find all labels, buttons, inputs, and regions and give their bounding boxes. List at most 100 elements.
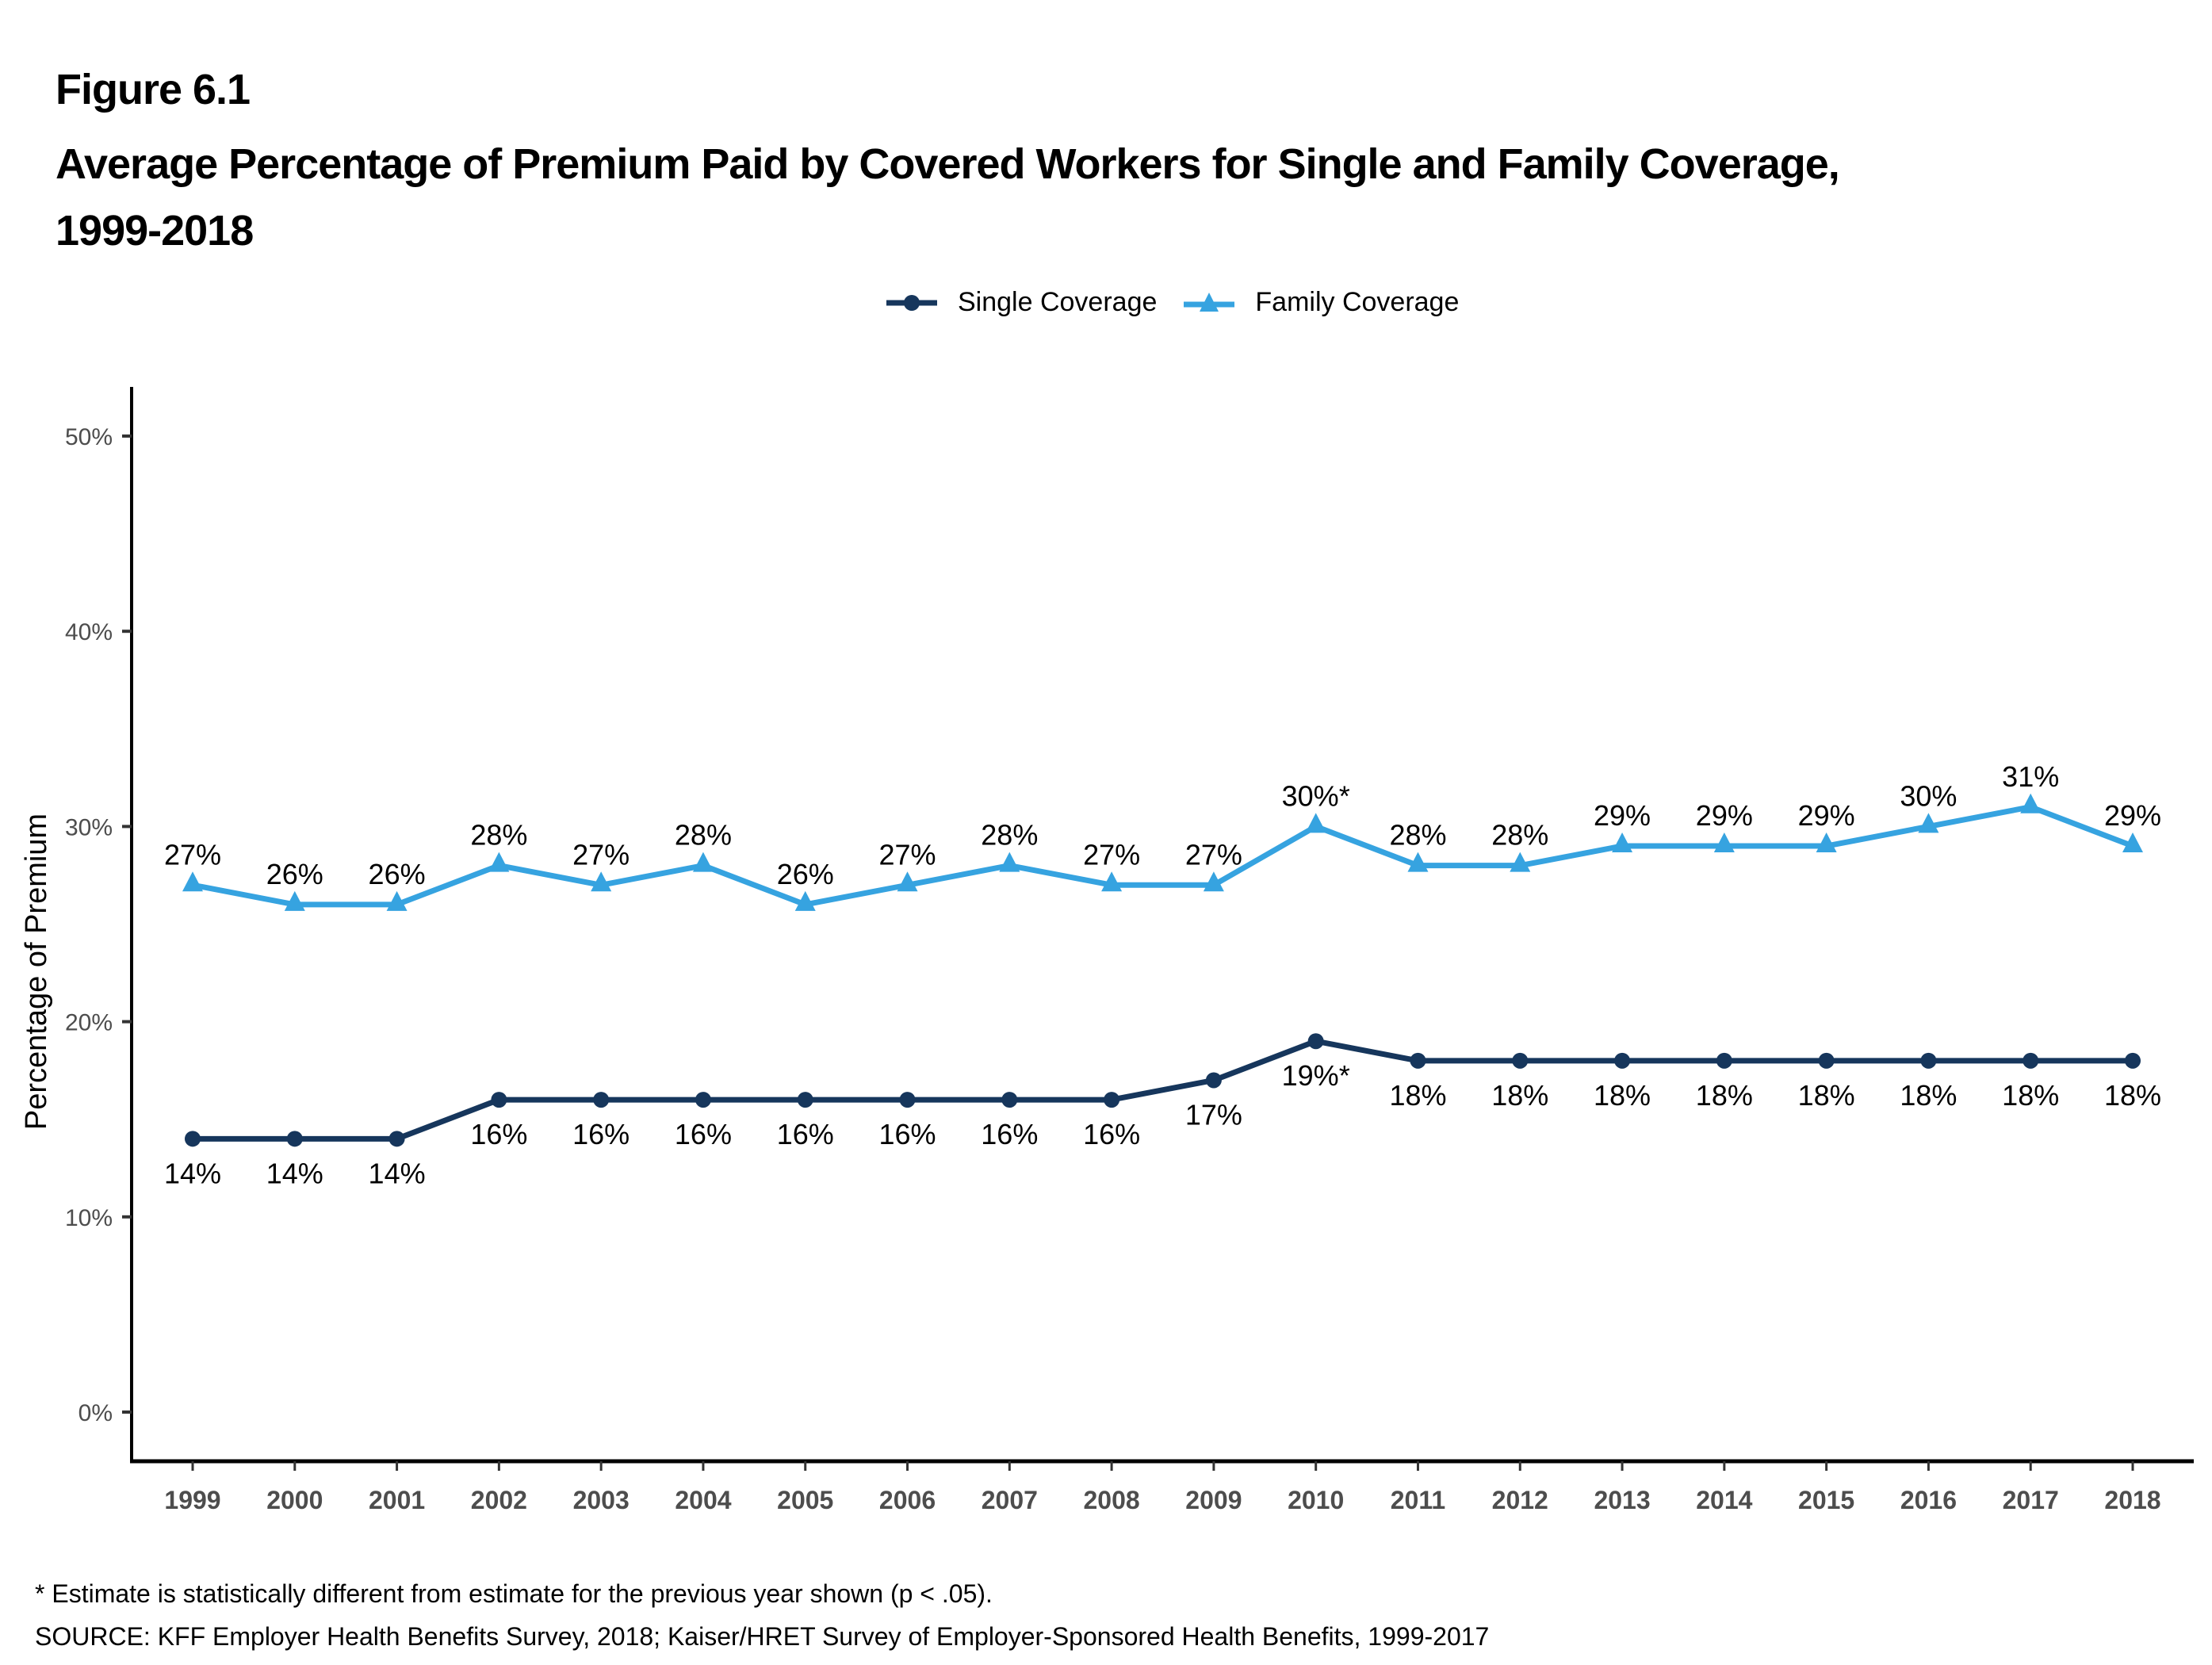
family-data-label: 30% xyxy=(1900,779,1957,812)
single-coverage-point xyxy=(1614,1052,1631,1069)
family-coverage-point xyxy=(1510,852,1531,872)
legend-key-circle-icon xyxy=(886,294,937,311)
single-data-label: 16% xyxy=(777,1118,834,1150)
x-tick-label: 2017 xyxy=(2003,1486,2059,1514)
x-tick-label: 2009 xyxy=(1185,1486,1242,1514)
family-data-label: 27% xyxy=(572,838,630,871)
single-data-label: 17% xyxy=(1185,1098,1242,1131)
single-coverage-point xyxy=(2023,1052,2039,1069)
single-coverage-point xyxy=(1818,1052,1835,1069)
single-coverage-point xyxy=(491,1092,507,1108)
legend-key-triangle-icon xyxy=(1184,292,1235,312)
single-coverage-point xyxy=(899,1092,916,1108)
single-data-label: 14% xyxy=(266,1157,323,1189)
single-data-label: 18% xyxy=(1900,1079,1957,1112)
x-tick-label: 2006 xyxy=(879,1486,936,1514)
x-tick-label: 2004 xyxy=(675,1486,731,1514)
family-data-label: 28% xyxy=(1491,819,1548,852)
y-axis-title: Percentage of Premium xyxy=(20,813,53,1130)
family-data-label: 27% xyxy=(1083,838,1140,871)
family-coverage-point xyxy=(182,871,203,892)
family-coverage-point xyxy=(2122,832,2143,853)
family-coverage-point xyxy=(692,852,714,872)
x-tick-label: 2008 xyxy=(1084,1486,1140,1514)
single-coverage-point xyxy=(2125,1052,2141,1069)
y-tick-label: 20% xyxy=(65,1010,113,1036)
family-coverage-point xyxy=(1407,852,1429,872)
y-tick-label: 0% xyxy=(78,1400,113,1426)
x-tick-label: 1999 xyxy=(164,1486,220,1514)
source-note: SOURCE: KFF Employer Health Benefits Sur… xyxy=(35,1622,1490,1651)
single-coverage-point xyxy=(593,1092,610,1108)
family-coverage-point xyxy=(1203,871,1224,892)
single-data-label: 18% xyxy=(1491,1079,1548,1112)
single-data-label: 18% xyxy=(1798,1079,1855,1112)
single-coverage-point xyxy=(1205,1072,1222,1089)
single-data-label: 16% xyxy=(981,1118,1038,1150)
family-coverage-point xyxy=(999,852,1020,872)
x-tick-label: 2013 xyxy=(1594,1486,1650,1514)
family-data-label: 27% xyxy=(878,838,936,871)
family-data-label: 27% xyxy=(164,838,221,871)
family-data-label: 30%* xyxy=(1282,779,1350,812)
single-coverage-point xyxy=(185,1131,201,1147)
single-coverage-point xyxy=(1307,1033,1324,1050)
family-data-label: 29% xyxy=(1696,799,1753,832)
x-tick-label: 2005 xyxy=(777,1486,833,1514)
family-coverage-point xyxy=(1101,871,1123,892)
single-coverage-point xyxy=(1001,1092,1018,1108)
series-layer xyxy=(182,793,2143,1147)
single-data-label: 18% xyxy=(1389,1079,1446,1112)
family-coverage-point xyxy=(284,890,305,911)
chart-title-line-2: 1999-2018 xyxy=(55,207,254,255)
y-tick-label: 50% xyxy=(65,424,113,450)
figure-label: Figure 6.1 xyxy=(55,66,251,113)
x-tick-label: 2010 xyxy=(1288,1486,1344,1514)
x-tick-label: 2015 xyxy=(1798,1486,1854,1514)
family-coverage-point xyxy=(386,890,408,911)
legend-item-single[interactable]: Single Coverage xyxy=(886,287,1157,318)
family-data-label: 29% xyxy=(1594,799,1651,832)
single-coverage-point xyxy=(1716,1052,1732,1069)
family-data-label: 29% xyxy=(2104,799,2161,832)
single-data-label: 16% xyxy=(675,1118,732,1150)
chart-title: Average Percentage of Premium Paid by Co… xyxy=(55,131,2038,264)
footnote: * Estimate is statistically different fr… xyxy=(35,1579,993,1608)
x-tick-label: 2003 xyxy=(573,1486,630,1514)
family-coverage-point xyxy=(1713,832,1735,853)
legend: Single Coverage Family Coverage xyxy=(886,287,1486,318)
legend-label-family: Family Coverage xyxy=(1255,287,1460,317)
legend-item-family[interactable]: Family Coverage xyxy=(1184,287,1459,318)
single-data-label: 16% xyxy=(572,1118,630,1150)
single-data-label: 19%* xyxy=(1282,1059,1350,1092)
x-tick-label: 2018 xyxy=(2104,1486,2160,1514)
x-tick-label: 2001 xyxy=(369,1486,425,1514)
x-tick-label: 2007 xyxy=(982,1486,1038,1514)
single-data-label: 16% xyxy=(878,1118,936,1150)
family-data-label: 27% xyxy=(1185,838,1242,871)
legend-label-single: Single Coverage xyxy=(958,287,1158,317)
axes: 0% 10% 20% 30% 40% 50% 1999 2000 2001 2002 2003 200… xyxy=(20,387,2194,1514)
single-coverage-point xyxy=(1920,1052,1937,1069)
y-tick-label: 10% xyxy=(65,1205,113,1231)
single-data-label: 16% xyxy=(470,1118,527,1150)
single-data-label: 18% xyxy=(2104,1079,2161,1112)
family-coverage-point xyxy=(1918,813,1939,833)
x-tick-label: 2011 xyxy=(1391,1486,1445,1514)
single-data-label: 18% xyxy=(1594,1079,1651,1112)
single-data-label: 14% xyxy=(164,1157,221,1189)
x-tick-label: 2000 xyxy=(266,1486,323,1514)
family-coverage-point xyxy=(794,890,816,911)
x-tick-label: 2014 xyxy=(1696,1486,1752,1514)
chart-title-line-1: Average Percentage of Premium Paid by Co… xyxy=(55,140,1840,188)
single-data-label: 18% xyxy=(2002,1079,2059,1112)
single-coverage-point xyxy=(695,1092,711,1108)
family-data-label: 28% xyxy=(1389,819,1446,852)
single-coverage-point xyxy=(797,1092,813,1108)
single-coverage-point xyxy=(388,1131,405,1147)
single-coverage-line xyxy=(193,1038,2133,1142)
y-tick-label: 30% xyxy=(65,814,113,840)
family-data-label: 28% xyxy=(470,819,527,852)
family-data-label: 26% xyxy=(266,858,323,890)
